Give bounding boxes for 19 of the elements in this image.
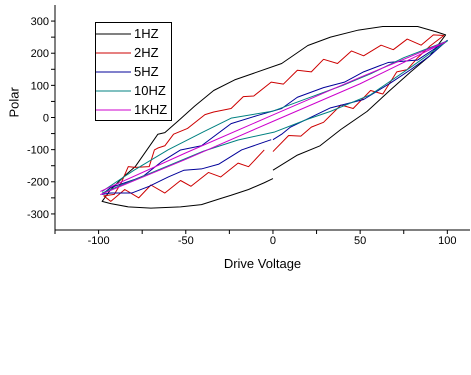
y-tick-label: -200	[26, 176, 49, 189]
y-tick-label: 300	[30, 16, 49, 28]
y-tick-label: 100	[30, 80, 49, 92]
legend-label: 1KHZ	[134, 102, 168, 117]
x-tick-label: 100	[438, 234, 457, 247]
y-tick-label: 200	[30, 48, 49, 60]
y-tick-label: 0	[42, 112, 49, 124]
legend-label: 10HZ	[134, 83, 166, 98]
x-tick-label: 0	[270, 234, 276, 247]
x-axis-title: Drive Voltage	[224, 256, 302, 271]
y-tick-label: -100	[26, 144, 49, 157]
legend-label: 1HZ	[134, 26, 159, 41]
y-tick-label: -300	[26, 208, 49, 221]
x-tick-label: 50	[354, 234, 366, 247]
y-axis-title: Polar	[6, 86, 22, 118]
x-tick-label: -100	[88, 234, 110, 247]
legend-label: 2HZ	[134, 45, 159, 60]
legend-label: 5HZ	[134, 64, 159, 79]
x-tick-label: -50	[178, 234, 194, 247]
